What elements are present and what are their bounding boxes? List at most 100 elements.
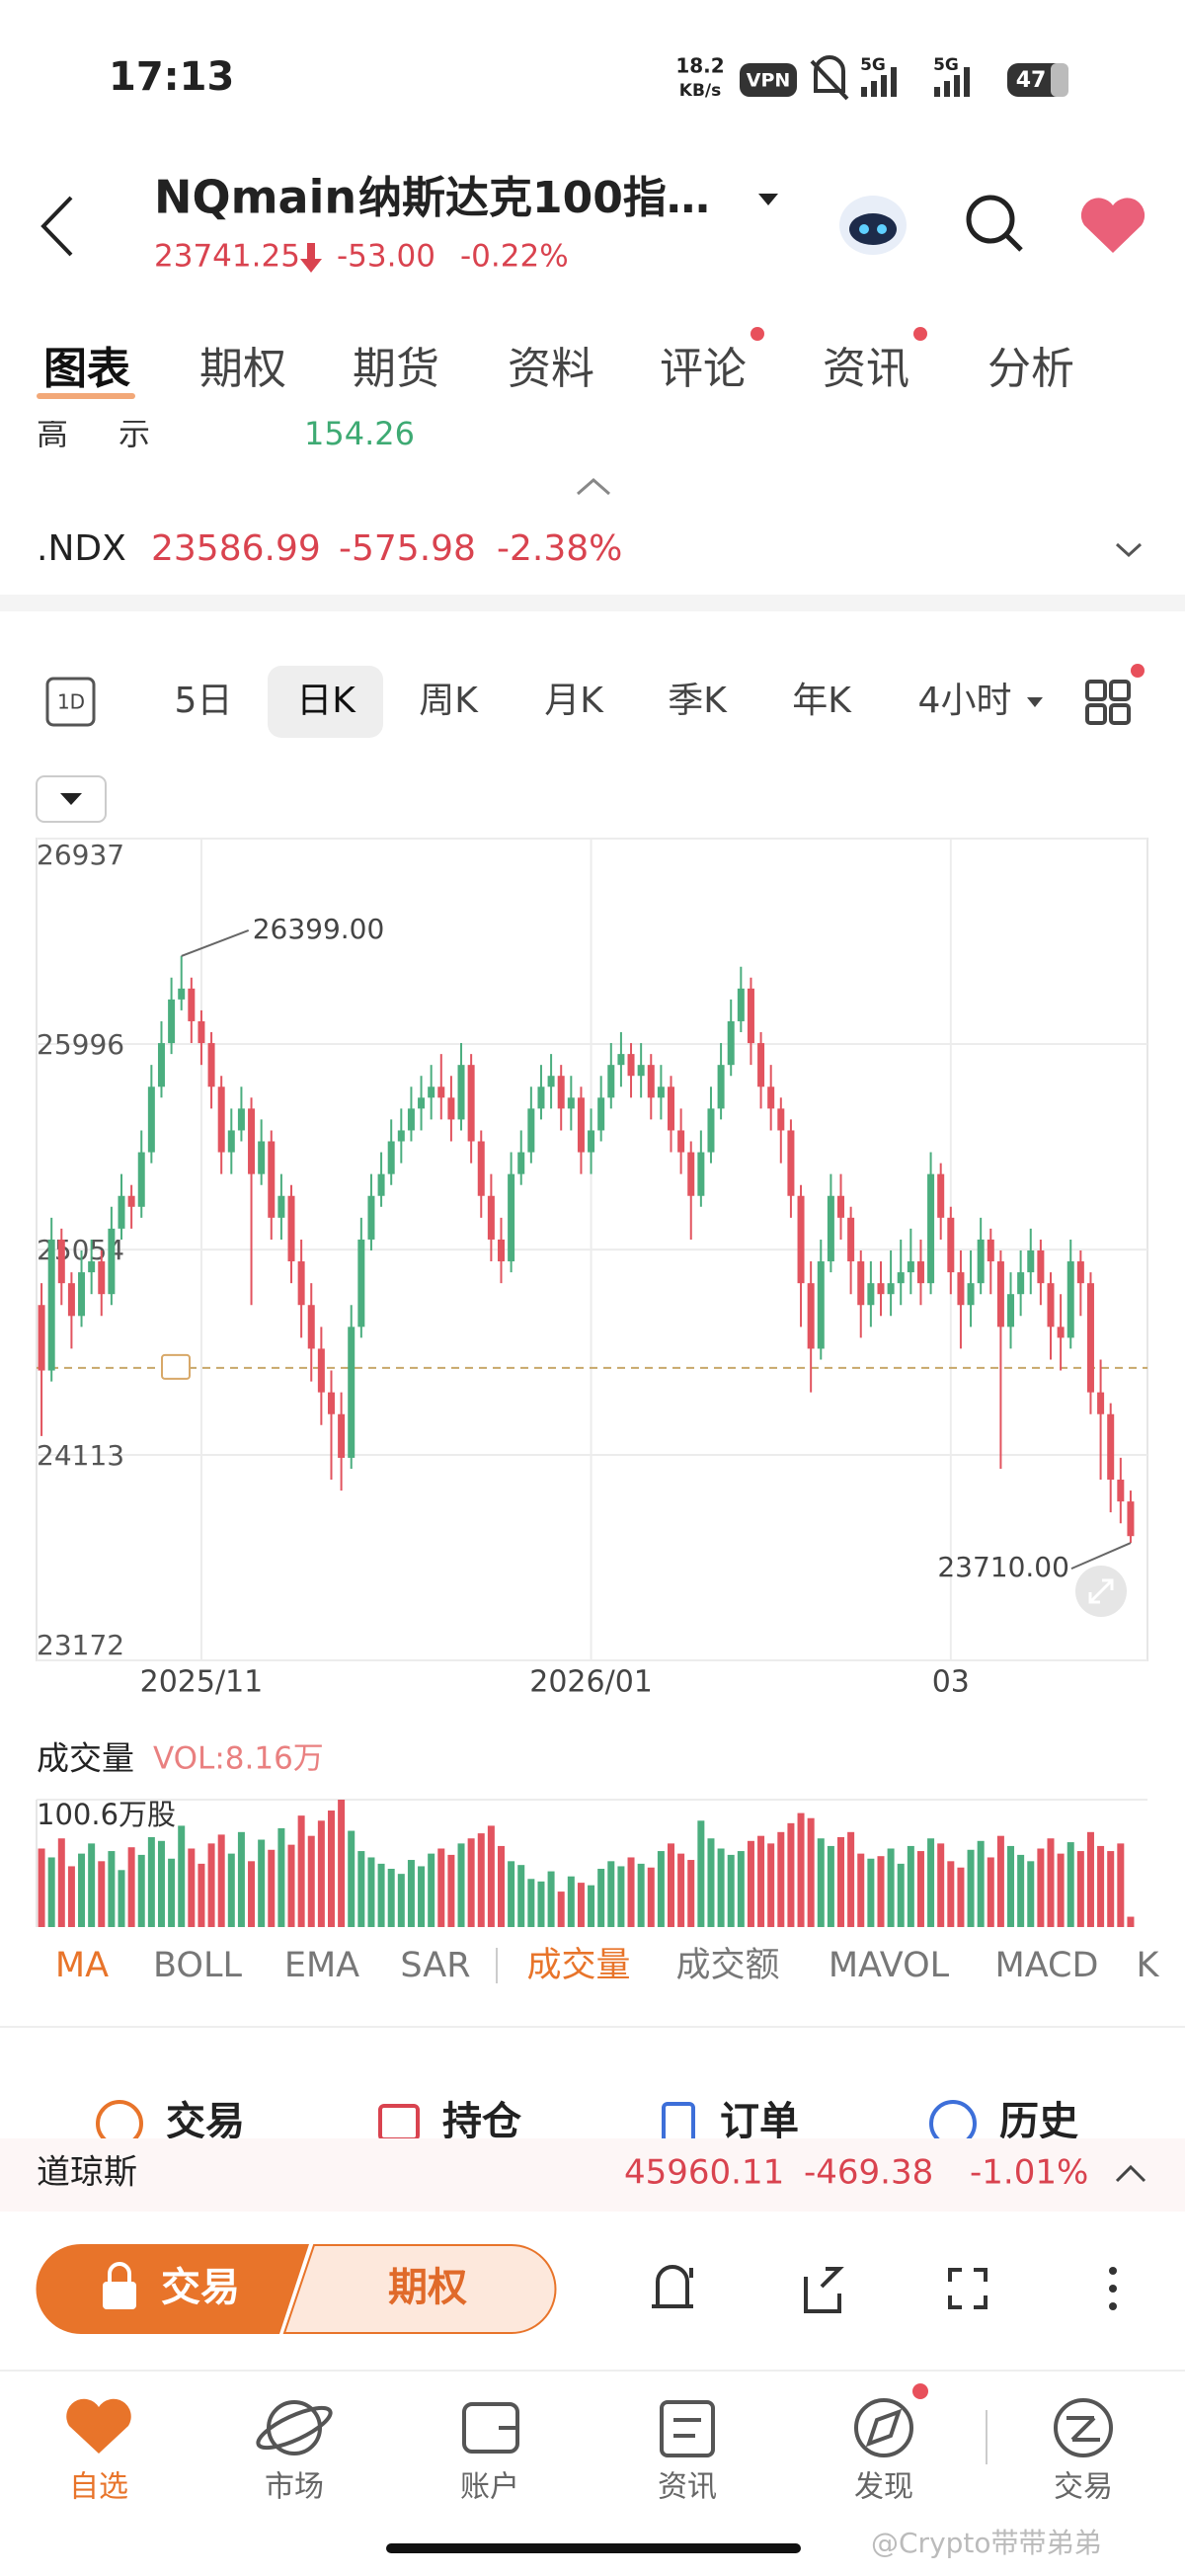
- period[interactable]: 周K: [419, 681, 479, 721]
- volume-bar: [817, 1838, 825, 1927]
- trade-button-label: 交易: [161, 2265, 240, 2310]
- signal-bars: [861, 67, 897, 97]
- period-dropdown[interactable]: [1027, 697, 1043, 707]
- search-icon[interactable]: [966, 195, 1023, 252]
- indicator-tab[interactable]: MA: [55, 1946, 109, 1985]
- candle-body: [668, 1087, 675, 1131]
- candle-body: [277, 1195, 285, 1218]
- layout-icon[interactable]: [1085, 680, 1131, 725]
- candle-body: [717, 1065, 725, 1109]
- watermark: @Crypto带带弟弟: [871, 2527, 1102, 2559]
- nav-label[interactable]: 交易: [1054, 2470, 1113, 2505]
- nav-label[interactable]: 资讯: [658, 2470, 717, 2505]
- tab[interactable]: 期货: [353, 344, 439, 394]
- nav-label[interactable]: 账户: [460, 2470, 519, 2505]
- trade-tab[interactable]: 交易: [166, 2099, 245, 2144]
- nav-label[interactable]: 发现: [854, 2470, 913, 2505]
- candle-body: [157, 1043, 165, 1087]
- candle-body: [198, 1020, 205, 1044]
- ticker-bar[interactable]: [0, 2138, 1185, 2212]
- period[interactable]: 月K: [544, 681, 604, 721]
- tab[interactable]: 评论: [660, 344, 747, 394]
- trade-tabs: 交易 持仓 订单 历史: [96, 2099, 1078, 2144]
- candle-body: [367, 1195, 375, 1240]
- indicator-tab[interactable]: EMA: [284, 1946, 359, 1985]
- ticker-change-pct: -1.01%: [970, 2153, 1088, 2193]
- volume-bar: [338, 1800, 346, 1927]
- tab[interactable]: 资讯: [823, 344, 909, 394]
- volume-bar: [387, 1869, 395, 1927]
- period[interactable]: 日K: [296, 681, 356, 721]
- candle-body: [217, 1087, 225, 1153]
- clock: 17:13: [109, 54, 234, 100]
- candle-body: [327, 1392, 335, 1414]
- candle-body: [1107, 1413, 1115, 1481]
- favorite-icon[interactable]: [1080, 198, 1146, 253]
- volume-bar: [697, 1820, 705, 1927]
- period[interactable]: 5日: [175, 681, 233, 721]
- candle-body: [307, 1305, 315, 1349]
- period[interactable]: 1D: [57, 690, 85, 714]
- back-button[interactable]: [40, 196, 73, 257]
- tab[interactable]: 资料: [508, 344, 594, 394]
- indicator-tab[interactable]: 成交额: [675, 1946, 779, 1985]
- index-price: 23586.99: [151, 528, 321, 569]
- candle-body: [1097, 1392, 1105, 1414]
- badge-dot: [912, 2383, 928, 2399]
- options-button[interactable]: [282, 2244, 557, 2334]
- indicator-tab[interactable]: K: [1137, 1946, 1160, 1985]
- trade-tab[interactable]: 订单: [720, 2099, 799, 2144]
- candle-body: [397, 1130, 405, 1142]
- tab[interactable]: 分析: [988, 344, 1074, 394]
- toolbar-icons[interactable]: [652, 2265, 988, 2313]
- instrument-name: 纳斯达克100指…: [358, 173, 710, 223]
- volume-bar: [287, 1844, 295, 1927]
- volume-bar: [147, 1836, 155, 1927]
- volume-bar: [317, 1820, 325, 1927]
- candle-body: [597, 1097, 605, 1131]
- period[interactable]: 季K: [668, 681, 728, 721]
- trade-tab[interactable]: 持仓: [442, 2099, 522, 2144]
- indicator-tab[interactable]: SAR: [400, 1946, 470, 1985]
- indicator-tab[interactable]: MACD: [995, 1946, 1099, 1985]
- candle-body: [168, 999, 176, 1044]
- y-tick-label: 24113: [37, 1439, 124, 1472]
- collapse-icon[interactable]: [577, 478, 610, 496]
- period[interactable]: 年K: [792, 681, 852, 721]
- candle-body: [647, 1065, 655, 1098]
- ticker-expand[interactable]: [1115, 2164, 1146, 2183]
- volume-bar: [737, 1851, 745, 1927]
- period-box: [45, 677, 96, 727]
- assistant-icon[interactable]: [839, 196, 907, 255]
- trade-tab[interactable]: 历史: [999, 2099, 1078, 2144]
- mute-icon: [810, 55, 849, 101]
- volume-bar: [1086, 1831, 1094, 1927]
- volume-bar: [1097, 1845, 1105, 1927]
- candle-body: [847, 1217, 855, 1262]
- candle-body: [977, 1239, 985, 1284]
- trade-button[interactable]: [36, 2244, 310, 2334]
- volume-bar: [237, 1831, 245, 1927]
- index-name: .NDX: [37, 528, 126, 569]
- volume-bar: [907, 1845, 914, 1927]
- candle-body: [348, 1327, 356, 1458]
- candle-body: [38, 1305, 45, 1371]
- tab[interactable]: 期权: [199, 344, 286, 394]
- nav-label[interactable]: 市场: [265, 2470, 324, 2505]
- dropdown-arrow[interactable]: [758, 194, 778, 205]
- nav-label[interactable]: 自选: [69, 2470, 128, 2505]
- candle-body: [98, 1261, 106, 1295]
- volume-bar: [1017, 1854, 1025, 1927]
- candle-body: [118, 1195, 125, 1229]
- tab[interactable]: 图表: [43, 344, 130, 394]
- more-icon[interactable]: [1109, 2267, 1117, 2310]
- volume-bar: [157, 1840, 165, 1927]
- candle-body: [727, 1020, 735, 1066]
- candle-body: [317, 1348, 325, 1393]
- indicator-tab[interactable]: 成交量: [526, 1946, 630, 1985]
- indicator-tab[interactable]: BOLL: [153, 1946, 242, 1985]
- expand-icon[interactable]: [1115, 542, 1143, 558]
- candle-body: [1047, 1283, 1055, 1328]
- indicator-tab[interactable]: MAVOL: [829, 1946, 950, 1985]
- period[interactable]: 4小时: [918, 681, 1012, 721]
